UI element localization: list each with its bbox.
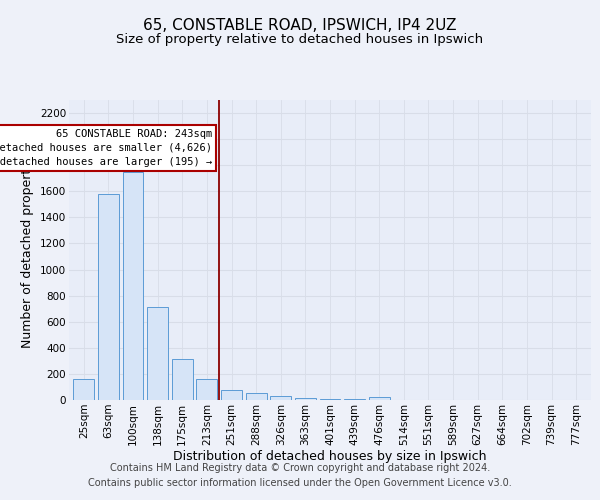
Bar (122, 172, 143, 400)
Bar (369, 396, 390, 400)
Text: Size of property relative to detached houses in Ipswich: Size of property relative to detached ho… (116, 32, 484, 46)
Bar (196, 379, 217, 400)
Text: Contains HM Land Registry data © Crown copyright and database right 2024.
Contai: Contains HM Land Registry data © Crown c… (88, 462, 512, 487)
Bar (147, 308, 168, 400)
Bar (270, 396, 291, 400)
Bar (245, 394, 266, 400)
Bar (295, 398, 316, 400)
Bar (98, 194, 119, 400)
Text: 65 CONSTABLE ROAD: 243sqm
← 96% of detached houses are smaller (4,626)
4% of sem: 65 CONSTABLE ROAD: 243sqm ← 96% of detac… (0, 128, 212, 166)
Bar (320, 398, 340, 400)
Text: 65, CONSTABLE ROAD, IPSWICH, IP4 2UZ: 65, CONSTABLE ROAD, IPSWICH, IP4 2UZ (143, 18, 457, 32)
Bar (221, 390, 242, 400)
Bar (73, 379, 94, 400)
Y-axis label: Number of detached properties: Number of detached properties (22, 152, 34, 348)
X-axis label: Distribution of detached houses by size in Ipswich: Distribution of detached houses by size … (173, 450, 487, 464)
Bar (172, 359, 193, 400)
